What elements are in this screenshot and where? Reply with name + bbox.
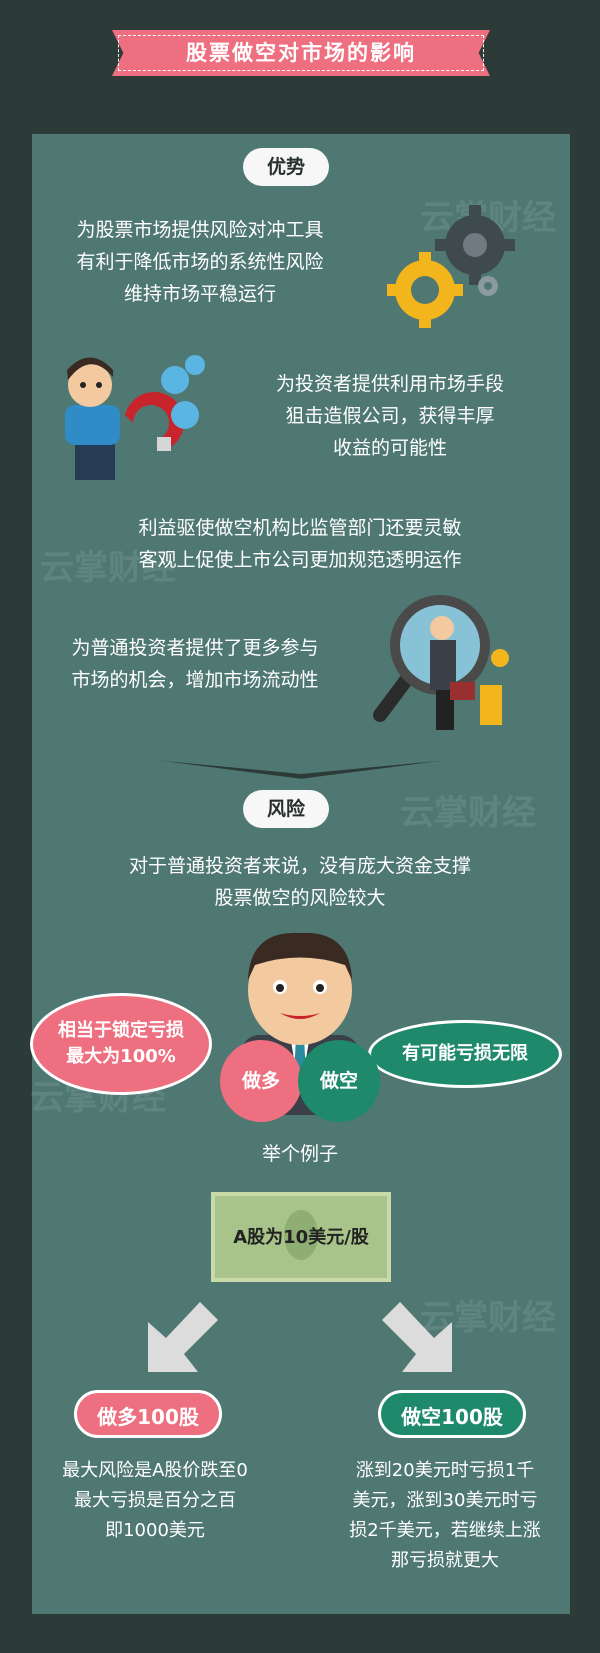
long-case-text: 最大风险是A股价跌至0 最大亏损是百分之百 即1000美元	[62, 1460, 248, 1541]
advantages-label: 优势	[243, 148, 329, 186]
advantage-item-1: 为股票市场提供风险对冲工具 有利于降低市场的系统性风险 维持市场平稳运行	[76, 219, 324, 305]
banknote-seal-icon	[284, 1210, 318, 1260]
title-ribbon-border	[118, 35, 484, 71]
long-100-shares-label: 做多100股	[74, 1390, 222, 1438]
risk-panel	[32, 744, 570, 1614]
page-title: 股票做空对市场的影响	[186, 41, 416, 65]
short-100-shares-label: 做空100股	[378, 1390, 526, 1438]
advantage-item-3: 利益驱使做空机构比监管部门还要灵敏 客观上促使上市公司更加规范透明运作	[138, 517, 462, 571]
magnifier-man-icon	[373, 595, 509, 730]
arrow-down-right-icon	[382, 1302, 452, 1372]
risk-label: 风险	[243, 790, 329, 828]
title-ribbon	[112, 30, 490, 76]
long-loss-bubble: 相当于锁定亏损 最大为100%	[30, 993, 212, 1095]
arrow-down-left-icon	[148, 1302, 218, 1372]
gears-icon	[387, 205, 515, 328]
short-case-text: 涨到20美元时亏损1千 美元，涨到30美元时亏 损2千美元，若继续上涨 那亏损就…	[349, 1460, 541, 1571]
risk-intro: 对于普通投资者来说，没有庞大资金支撑 股票做空的风险较大	[128, 855, 471, 909]
short-money-bag-icon: 做空	[298, 1040, 380, 1122]
banknote-label: A股为10美元/股	[233, 1227, 369, 1248]
watermark: 云掌财经	[40, 548, 176, 588]
advantage-item-4: 为普通投资者提供了更多参与 市场的机会，增加市场流动性	[71, 637, 319, 691]
long-money-bag-icon: 做多	[220, 1040, 302, 1122]
magnet-man-icon	[65, 355, 205, 480]
example-label: 举个例子	[261, 1143, 338, 1165]
advantage-item-2: 为投资者提供利用市场手段 狙击造假公司，获得丰厚 收益的可能性	[275, 373, 504, 459]
short-loss-bubble: 有可能亏损无限	[368, 1020, 562, 1088]
watermark: 云掌财经	[400, 793, 536, 833]
